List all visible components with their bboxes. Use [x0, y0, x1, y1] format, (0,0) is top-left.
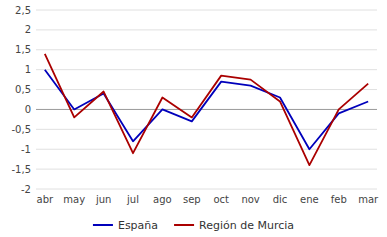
legend-swatch [93, 224, 113, 226]
x-tick-label: ago [153, 194, 172, 205]
y-tick-label: 2 [25, 24, 31, 35]
plot-lines [45, 54, 368, 165]
y-tick-label: -1 [21, 144, 31, 155]
x-tick-label: jul [126, 194, 139, 205]
grid-line [36, 189, 377, 190]
x-axis: abrmayjun jul agosep oct nov dic ene febmar [37, 194, 380, 205]
x-tick-label: abr [37, 194, 54, 205]
y-tick-label: -1,5 [11, 164, 31, 175]
x-tick-label: ene [300, 194, 319, 205]
chart-container: -2 -1,5 -1 -0,5 0 0,5 1 1,5 2 2,5 abrmayjun jul agos… [0, 0, 387, 237]
legend-item: Región de Murcia [174, 219, 294, 232]
legend: España Región de Murcia [93, 219, 294, 232]
x-tick-label: dic [273, 194, 288, 205]
grid-line [36, 69, 377, 70]
grid-line [36, 149, 377, 150]
legend-label: España [118, 219, 158, 232]
y-tick-label: 1 [25, 64, 31, 75]
grid-line [36, 10, 377, 11]
x-tick-label: nov [241, 194, 259, 205]
y-tick-label: 2,5 [15, 5, 31, 16]
grid-line [36, 109, 377, 110]
x-tick-label: jun [95, 194, 111, 205]
y-tick-label: 0,5 [15, 84, 31, 95]
y-axis: -2 -1,5 -1 -0,5 0 0,5 1 1,5 2 2,5 [11, 5, 377, 195]
x-tick-label: mar [358, 194, 379, 205]
x-tick-label: oct [213, 194, 229, 205]
series-line [45, 70, 368, 150]
x-tick-label: sep [183, 194, 201, 205]
chart-svg: -2 -1,5 -1 -0,5 0 0,5 1 1,5 2 2,5 abrmayjun jul agos… [0, 0, 387, 237]
grid-line [36, 89, 377, 90]
grid-line [36, 49, 377, 50]
grid-line [36, 169, 377, 170]
grid-line [36, 29, 377, 30]
x-tick-label: may [63, 194, 85, 205]
series-line [45, 54, 368, 165]
y-tick-label: 1,5 [15, 44, 31, 55]
legend-item: España [93, 219, 158, 232]
y-tick-label: 0 [25, 104, 31, 115]
y-tick-label: -0,5 [11, 124, 31, 135]
legend-label: Región de Murcia [199, 219, 294, 232]
x-tick-label: feb [331, 194, 347, 205]
legend-swatch [174, 224, 194, 226]
y-tick-label: -2 [21, 184, 31, 195]
